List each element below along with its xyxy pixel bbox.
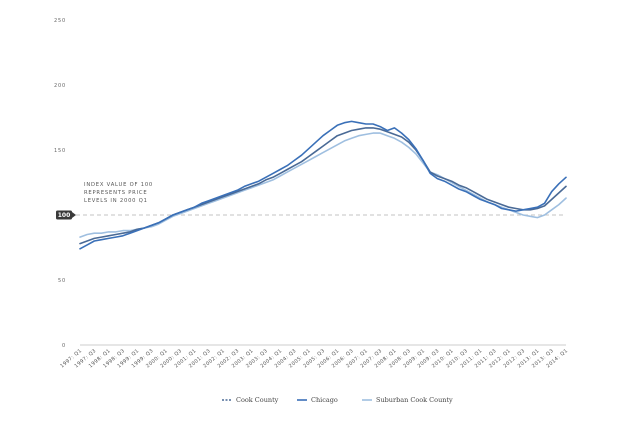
legend-label: Chicago xyxy=(311,396,338,404)
legend-label: Cook County xyxy=(236,396,279,404)
reference-marker-box xyxy=(56,210,72,220)
y-axis: 0 50 150 200 250 xyxy=(54,18,66,349)
y-tick-label: 0 xyxy=(62,343,66,349)
series-group xyxy=(79,120,567,250)
annotation-line: LEVELS IN 2000 Q1 xyxy=(84,198,148,204)
reference-marker-arrow xyxy=(72,212,76,218)
reference-marker: 100 xyxy=(56,210,76,220)
y-tick-label: 150 xyxy=(54,148,66,154)
y-tick-label: 200 xyxy=(54,83,66,89)
annotation-line: REPRESENTS PRICE xyxy=(84,190,147,196)
chart-annotation: INDEX VALUE OF 100 REPRESENTS PRICE LEVELS… xyxy=(84,182,153,204)
reference-marker-label: 100 xyxy=(58,212,71,219)
legend-label: Suburban Cook County xyxy=(376,396,453,404)
y-tick-label: 250 xyxy=(54,18,66,24)
legend: Cook County Chicago Suburban Cook County xyxy=(222,396,453,404)
series-line-chicago xyxy=(79,120,567,250)
annotation-line: INDEX VALUE OF 100 xyxy=(84,182,153,188)
y-tick-label: 50 xyxy=(58,278,66,284)
